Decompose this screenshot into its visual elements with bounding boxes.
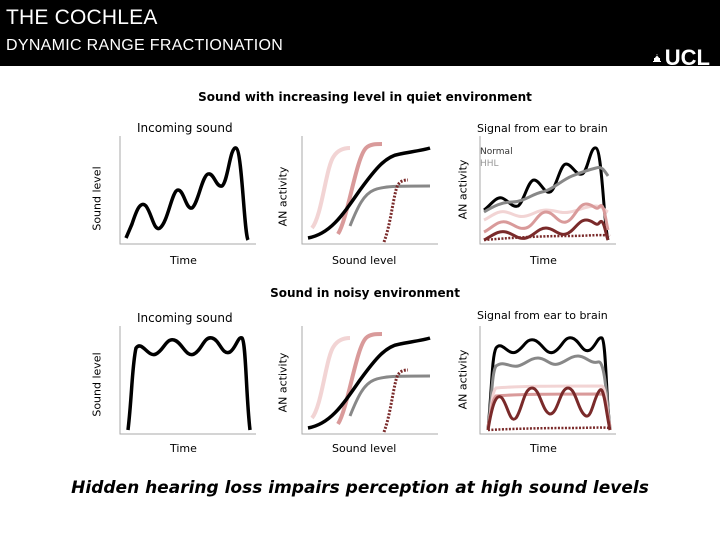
signal-hhl-gray [486, 354, 612, 431]
axis-lines [119, 136, 256, 245]
quiet-y-an-activity-1: AN activity [276, 166, 290, 227]
curve-light-pink [310, 336, 351, 420]
curve-dark-red-dotted [382, 178, 409, 243]
waveform-incoming-noisy [126, 336, 252, 431]
curve-dark-red-dotted [382, 368, 409, 433]
quiet-an-activity-plot [301, 136, 438, 245]
ucl-logo: UCL [652, 45, 710, 71]
signal-normal-black [486, 336, 612, 431]
conclusion-text: Hidden hearing loss impairs perception a… [71, 478, 649, 498]
quiet-signal-plot [479, 136, 616, 245]
noisy-signal-label: Signal from ear to brain [477, 309, 608, 322]
noisy-x-sound-level: Sound level [332, 442, 397, 455]
slide-title: THE COCHLEA [6, 6, 158, 29]
signal-dark-red-dotted [483, 233, 611, 242]
quiet-incoming-sound-plot [119, 136, 256, 245]
noisy-y-sound-level: Sound level [90, 352, 104, 417]
signal-dark-red-dotted [487, 426, 611, 432]
header-bar: THE COCHLEA DYNAMIC RANGE FRACTIONATION … [0, 0, 720, 70]
noisy-an-activity-plot [301, 326, 438, 435]
curve-normal-black [307, 336, 431, 430]
quiet-signal-label: Signal from ear to brain [477, 122, 608, 135]
signal-normal-black [483, 146, 610, 241]
quiet-x-time-2: Time [530, 254, 557, 267]
signal-hhl-gray [483, 166, 610, 214]
legend-hhl: HHL [480, 159, 499, 169]
ucl-logo-text: UCL [664, 45, 710, 70]
curve-hhl-gray [348, 184, 431, 227]
noisy-y-an-activity-2: AN activity [456, 349, 470, 410]
slide-subtitle: DYNAMIC RANGE FRACTIONATION [6, 37, 284, 54]
waveform-incoming [124, 146, 250, 241]
curve-mid-pink [336, 142, 383, 236]
noisy-x-time-2: Time [530, 442, 557, 455]
quiet-y-sound-level: Sound level [90, 166, 104, 231]
noisy-x-time-1: Time [170, 442, 197, 455]
axis-lines [479, 326, 616, 435]
curve-hhl-gray [348, 374, 431, 417]
axis-lines [301, 136, 438, 245]
axis-lines [479, 136, 616, 245]
noisy-incoming-label: Incoming sound [137, 311, 233, 325]
noisy-heading: Sound in noisy environment [270, 286, 460, 300]
noisy-signal-plot [479, 326, 616, 435]
axis-lines [301, 326, 438, 435]
quiet-x-sound-level: Sound level [332, 254, 397, 267]
noisy-incoming-sound-plot [119, 326, 256, 435]
quiet-heading: Sound with increasing level in quiet env… [198, 90, 532, 104]
curve-light-pink [310, 146, 351, 230]
signal-dark-red [483, 218, 610, 242]
quiet-y-an-activity-2: AN activity [456, 159, 470, 220]
dome-icon [652, 54, 661, 62]
axis-lines [119, 326, 256, 435]
curve-mid-pink [336, 332, 383, 426]
quiet-incoming-label: Incoming sound [137, 121, 233, 135]
legend-normal: Normal [480, 147, 513, 157]
curve-normal-black [307, 146, 431, 240]
signal-dark-red [486, 386, 612, 431]
signal-light-pink [483, 204, 609, 222]
quiet-x-time-1: Time [170, 254, 197, 267]
signal-mid-pink [483, 202, 610, 234]
noisy-y-an-activity-1: AN activity [276, 352, 290, 413]
